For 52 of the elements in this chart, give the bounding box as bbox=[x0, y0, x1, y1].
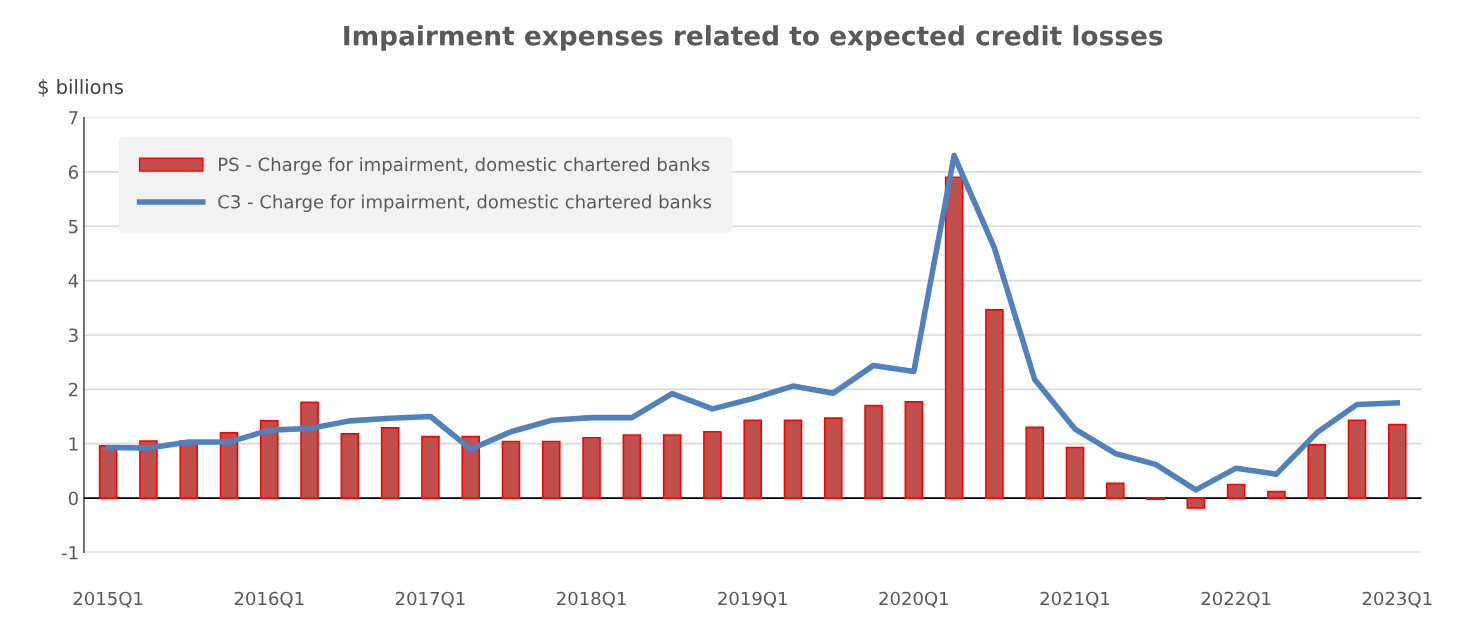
bar bbox=[300, 401, 319, 499]
x-tick-label: 2020Q1 bbox=[879, 591, 948, 608]
y-tick-label: 0 bbox=[68, 491, 78, 506]
x-tick-label: 2023Q1 bbox=[1362, 591, 1432, 608]
bar bbox=[582, 436, 601, 499]
bar bbox=[1226, 483, 1246, 499]
bar bbox=[259, 420, 279, 499]
bar bbox=[823, 417, 843, 499]
x-tick-label: 2015Q1 bbox=[73, 591, 143, 608]
y-tick-label: 3 bbox=[68, 328, 78, 343]
bar bbox=[703, 430, 722, 499]
bar bbox=[179, 440, 198, 499]
bar bbox=[501, 440, 521, 499]
y-tick-label: 4 bbox=[68, 274, 79, 288]
bar bbox=[985, 309, 1004, 499]
bar bbox=[1065, 446, 1085, 499]
legend-label: PS - Charge for impairment, domestic chartered banks bbox=[219, 157, 710, 175]
y-tick-label: 6 bbox=[68, 165, 78, 179]
bar bbox=[864, 404, 883, 499]
bar bbox=[340, 433, 360, 499]
y-axis-title: $ billions bbox=[38, 79, 124, 97]
bar bbox=[743, 419, 762, 499]
bar bbox=[1307, 443, 1326, 499]
bar bbox=[541, 440, 561, 499]
y-tick-label: 5 bbox=[69, 219, 78, 234]
bar bbox=[1387, 423, 1407, 499]
y-tick-label: 7 bbox=[69, 111, 78, 125]
bar bbox=[1267, 490, 1286, 499]
bar bbox=[662, 434, 682, 499]
x-tick-label: 2016Q1 bbox=[234, 591, 304, 608]
bar bbox=[139, 440, 158, 499]
bar bbox=[904, 401, 924, 499]
bar bbox=[1105, 482, 1125, 499]
chart-title: Impairment expenses related to expected credit losses bbox=[344, 25, 1163, 51]
legend-label: C3 - Charge for impairment, domestic chartered banks bbox=[218, 194, 712, 213]
bar bbox=[1025, 426, 1044, 499]
x-tick-label: 2018Q1 bbox=[557, 591, 626, 608]
bar bbox=[421, 435, 440, 499]
bar bbox=[98, 445, 118, 499]
x-tick-label: 2017Q1 bbox=[395, 591, 465, 608]
bar bbox=[622, 434, 642, 499]
bar bbox=[944, 176, 964, 499]
y-tick-label: 1 bbox=[69, 437, 78, 451]
bar bbox=[1347, 419, 1367, 499]
bar bbox=[783, 419, 803, 499]
y-tick-label: 2 bbox=[68, 382, 78, 397]
y-tick-label: -1 bbox=[61, 546, 78, 560]
x-tick-label: 2022Q1 bbox=[1201, 591, 1271, 608]
x-tick-label: 2021Q1 bbox=[1040, 591, 1110, 608]
x-tick-label: 2019Q1 bbox=[718, 591, 787, 608]
bar bbox=[1186, 497, 1206, 509]
bar bbox=[380, 427, 400, 499]
